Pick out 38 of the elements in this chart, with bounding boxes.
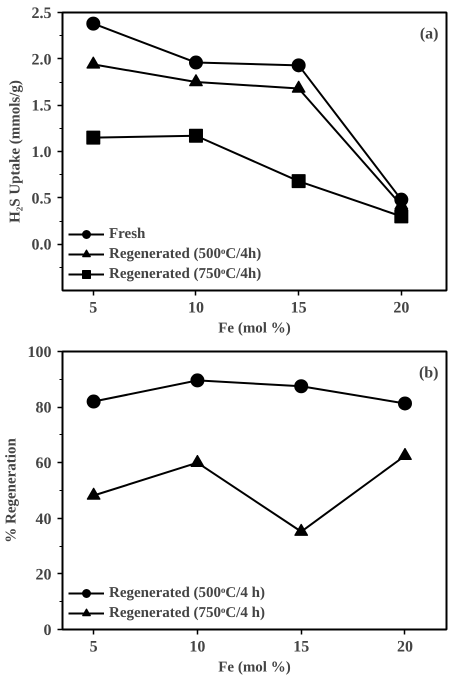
x-tick-label: 20 <box>393 300 410 316</box>
x-tick-label: 10 <box>189 638 206 656</box>
annotation: (a) <box>420 26 438 42</box>
y-tick-label: 100 <box>28 344 52 361</box>
x-axis-title: Fe (mol %) <box>218 660 291 676</box>
x-axis-title: Fe (mol %) <box>218 320 291 336</box>
x-tick-label: 5 <box>90 638 98 656</box>
legend-label: Regenerated (500ᵒC/4h) <box>109 246 262 262</box>
y-tick-label: 80 <box>36 400 52 417</box>
y-tick-label: 2.0 <box>32 51 52 68</box>
point <box>394 209 408 224</box>
point <box>292 58 306 72</box>
y-tick-label: 2.5 <box>32 5 52 22</box>
legend-label: Fresh <box>109 226 146 242</box>
x-tick-label: 15 <box>293 638 310 656</box>
point <box>292 174 306 188</box>
x-tick-label: 5 <box>89 300 98 316</box>
x-tick-label: 10 <box>188 300 204 316</box>
x-tick-label: 15 <box>290 300 307 316</box>
y-tick-label: 0.5 <box>32 190 52 208</box>
y-axis-title: % Regeneration <box>4 438 20 543</box>
legend-label: Regenerated (500ᵒC/4 h) <box>109 584 265 602</box>
y-tick-label: 1.5 <box>32 98 52 115</box>
point <box>188 56 203 70</box>
legend-label: Regenerated (750ᵒC/4 h) <box>109 604 265 622</box>
y-tick-label: 0.0 <box>32 236 52 254</box>
y-tick-label: 20 <box>36 566 52 584</box>
y-tick-label: 60 <box>36 455 52 472</box>
point <box>188 128 203 143</box>
x-tick-label: 20 <box>396 638 413 656</box>
point <box>86 16 100 31</box>
point <box>86 130 100 145</box>
y-tick-label: 40 <box>36 510 52 528</box>
y-tick-label: 0 <box>44 622 52 639</box>
y-axis-title: H₂S Uptake (mmols/g) <box>8 80 24 223</box>
y-tick-label: 1.0 <box>32 144 52 161</box>
legend-label: Regenerated (750ᵒC/4h) <box>109 266 262 282</box>
annotation: (b) <box>418 364 439 382</box>
